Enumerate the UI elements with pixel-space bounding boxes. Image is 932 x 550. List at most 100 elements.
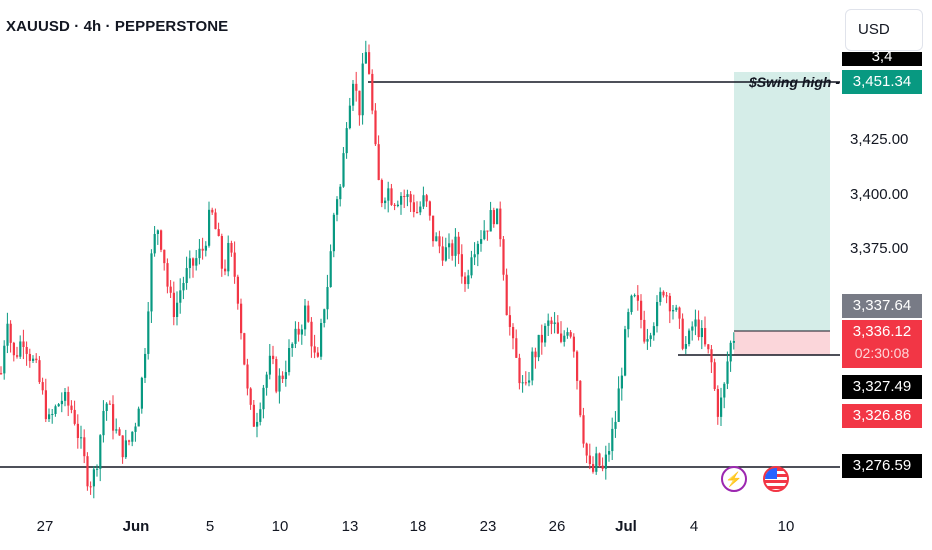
candle[interactable] [412, 202, 415, 212]
candle[interactable] [201, 248, 204, 251]
candle[interactable] [563, 335, 566, 342]
candle[interactable] [483, 230, 486, 240]
candle[interactable] [352, 83, 355, 106]
candle[interactable] [115, 429, 118, 431]
candle[interactable] [86, 456, 89, 487]
candle[interactable] [691, 326, 694, 331]
candle[interactable] [512, 326, 515, 339]
candle[interactable] [323, 309, 326, 324]
candle[interactable] [723, 383, 726, 398]
candle[interactable] [396, 204, 399, 207]
candle[interactable] [160, 230, 163, 250]
candle[interactable] [531, 351, 534, 381]
candle[interactable] [38, 360, 41, 383]
candle[interactable] [662, 291, 665, 296]
candle[interactable] [448, 243, 451, 248]
candle[interactable] [652, 326, 655, 336]
candle[interactable] [64, 392, 67, 401]
candle[interactable] [108, 403, 111, 405]
candle[interactable] [6, 323, 9, 346]
candle[interactable] [76, 423, 79, 439]
candle[interactable] [163, 249, 166, 264]
candle[interactable] [16, 355, 19, 357]
candle[interactable] [457, 236, 460, 255]
candle[interactable] [566, 332, 569, 336]
candle[interactable] [80, 437, 83, 439]
candle[interactable] [454, 236, 457, 256]
candle[interactable] [694, 319, 697, 327]
candle[interactable] [681, 318, 684, 349]
candle[interactable] [32, 358, 35, 361]
candle[interactable] [464, 276, 467, 285]
candle[interactable] [467, 275, 470, 285]
candle[interactable] [355, 83, 358, 91]
candle[interactable] [659, 291, 662, 302]
candle[interactable] [134, 426, 137, 432]
candle[interactable] [588, 455, 591, 465]
candle[interactable] [320, 323, 323, 357]
candle[interactable] [332, 214, 335, 252]
candle[interactable] [627, 312, 630, 330]
take-profit-zone[interactable] [734, 72, 830, 331]
candle[interactable] [288, 348, 291, 373]
candle[interactable] [451, 243, 454, 256]
candle[interactable] [524, 382, 527, 384]
candle[interactable] [675, 307, 678, 311]
candle[interactable] [604, 454, 607, 469]
candle[interactable] [518, 357, 521, 384]
candle[interactable] [73, 409, 76, 424]
candle[interactable] [393, 204, 396, 207]
us-flag-event-icon[interactable] [763, 466, 789, 492]
candle[interactable] [35, 358, 38, 361]
candle[interactable] [419, 206, 422, 213]
candle[interactable] [403, 196, 406, 198]
candle[interactable] [12, 342, 15, 356]
candle[interactable] [534, 351, 537, 358]
candle[interactable] [646, 339, 649, 342]
candle[interactable] [537, 334, 540, 358]
candle[interactable] [291, 343, 294, 349]
candle[interactable] [342, 153, 345, 187]
candle[interactable] [137, 408, 140, 427]
candle[interactable] [192, 258, 195, 266]
candle[interactable] [358, 90, 361, 116]
candle[interactable] [297, 328, 300, 335]
candle[interactable] [83, 437, 86, 457]
candle[interactable] [128, 440, 131, 442]
candle[interactable] [313, 346, 316, 353]
candle[interactable] [528, 380, 531, 383]
candle[interactable] [217, 229, 220, 237]
candle[interactable] [614, 421, 617, 429]
candle[interactable] [179, 290, 182, 303]
candle[interactable] [227, 242, 230, 272]
candle[interactable] [428, 201, 431, 216]
candle[interactable] [252, 404, 255, 427]
candle[interactable] [684, 344, 687, 349]
candle[interactable] [697, 319, 700, 338]
candle[interactable] [595, 453, 598, 472]
candle[interactable] [9, 323, 12, 343]
candle[interactable] [169, 286, 172, 293]
candle[interactable] [656, 301, 659, 327]
candle[interactable] [368, 52, 371, 74]
candle[interactable] [470, 257, 473, 276]
candle[interactable] [480, 239, 483, 244]
candle[interactable] [102, 410, 105, 436]
candle[interactable] [438, 236, 441, 247]
candle[interactable] [585, 443, 588, 456]
candle[interactable] [713, 362, 716, 390]
candle[interactable] [121, 435, 124, 458]
candle[interactable] [499, 208, 502, 240]
price-chart[interactable] [0, 0, 840, 510]
candle[interactable] [329, 251, 332, 288]
candle[interactable] [41, 382, 44, 391]
candle[interactable] [726, 361, 729, 384]
candle[interactable] [67, 392, 70, 406]
candle[interactable] [99, 435, 102, 469]
candle[interactable] [678, 307, 681, 319]
candle[interactable] [249, 388, 252, 405]
candle[interactable] [592, 464, 595, 472]
candle[interactable] [444, 247, 447, 261]
candle[interactable] [124, 440, 127, 458]
candle[interactable] [496, 208, 499, 225]
